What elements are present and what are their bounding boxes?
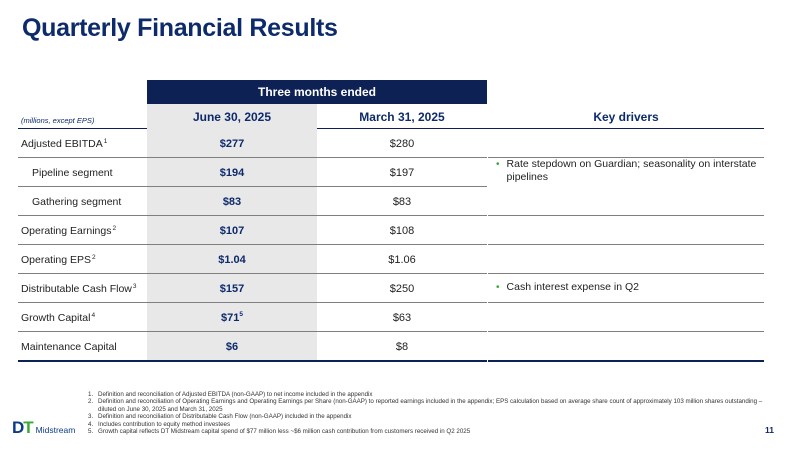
key-driver-item: • Rate stepdown on Guardian; seasonality… bbox=[496, 158, 758, 184]
value-march-2025: $8 bbox=[395, 340, 409, 353]
row-divider bbox=[18, 186, 487, 187]
value-march-2025: $1.06 bbox=[388, 253, 416, 266]
table-row: Pipeline segment $194 $197 bbox=[18, 158, 764, 187]
row-divider bbox=[488, 157, 764, 158]
row-label: Maintenance Capital bbox=[21, 340, 117, 353]
value-june-2025: $71 5 bbox=[147, 303, 317, 332]
row-divider bbox=[488, 302, 764, 303]
page-title: Quarterly Financial Results bbox=[22, 14, 338, 42]
footnote: 5. Growth capital reflects DT Midstream c… bbox=[88, 428, 471, 436]
row-divider bbox=[488, 360, 764, 362]
value-june-2025: $83 bbox=[147, 187, 317, 216]
footnote: 2. Definition and reconciliation of Opera… bbox=[88, 398, 763, 413]
row-divider bbox=[18, 360, 487, 362]
units-label: (millions, except EPS) bbox=[21, 116, 95, 125]
row-divider bbox=[488, 331, 764, 332]
table-row: Distributable Cash Flow 3 $157 $250 bbox=[18, 274, 764, 303]
value-march-2025: $108 bbox=[389, 224, 415, 237]
column-header-key-drivers: Key drivers bbox=[593, 109, 659, 124]
row-divider bbox=[488, 244, 764, 245]
value-march-2025: $63 bbox=[392, 311, 412, 324]
row-label: Operating EPS 2 bbox=[21, 253, 96, 266]
row-label: Adjusted EBITDA 1 bbox=[21, 137, 108, 150]
value-june-2025: $6 bbox=[147, 332, 317, 361]
row-divider bbox=[488, 273, 764, 274]
key-driver-text: Rate stepdown on Guardian; seasonality o… bbox=[506, 158, 757, 183]
key-driver-text: Cash interest expense in Q2 bbox=[506, 281, 640, 293]
bullet-icon: • bbox=[496, 159, 500, 170]
row-divider bbox=[18, 331, 487, 332]
value-june-2025: $1.04 bbox=[147, 245, 317, 274]
row-label: Gathering segment bbox=[32, 195, 122, 208]
key-driver-item: • Cash interest expense in Q2 bbox=[496, 281, 758, 294]
table-row: Growth Capital 4 $71 5 $63 bbox=[18, 303, 764, 332]
row-label: Distributable Cash Flow 3 bbox=[21, 282, 137, 295]
dt-midstream-logo: DT Midstream bbox=[12, 419, 75, 436]
page-number: 11 bbox=[765, 425, 774, 435]
logo-mark: DT bbox=[12, 418, 34, 437]
column-header-row: (millions, except EPS) June 30, 2025 Mar… bbox=[18, 104, 764, 129]
row-label: Operating Earnings 2 bbox=[21, 224, 117, 237]
column-header-june: June 30, 2025 bbox=[147, 104, 317, 129]
bullet-icon: • bbox=[496, 282, 500, 293]
column-header-march: March 31, 2025 bbox=[359, 109, 445, 124]
logo-wordmark: Midstream bbox=[35, 425, 76, 435]
row-divider bbox=[488, 215, 764, 216]
footnote: 1. Definition and reconciliation of Adjus… bbox=[88, 391, 373, 398]
value-march-2025: $250 bbox=[389, 282, 415, 295]
row-label: Pipeline segment bbox=[32, 166, 113, 179]
table-row: Operating Earnings 2 $107 $108 bbox=[18, 216, 764, 245]
table-row: Adjusted EBITDA 1 $277 $280 bbox=[18, 129, 764, 158]
row-divider bbox=[18, 215, 487, 216]
value-june-2025: $277 bbox=[147, 129, 317, 158]
table-row: Operating EPS 2 $1.04 $1.06 bbox=[18, 245, 764, 274]
value-march-2025: $83 bbox=[392, 195, 412, 208]
table-row: Gathering segment $83 $83 bbox=[18, 187, 764, 216]
group-header: Three months ended bbox=[147, 80, 487, 104]
value-march-2025: $197 bbox=[389, 166, 415, 179]
value-june-2025: $107 bbox=[147, 216, 317, 245]
row-divider bbox=[18, 244, 487, 245]
row-divider bbox=[18, 273, 487, 274]
row-label: Growth Capital 4 bbox=[21, 311, 96, 324]
value-june-2025: $157 bbox=[147, 274, 317, 303]
row-divider bbox=[18, 157, 487, 158]
footnotes: 1. Definition and reconciliation of Adjus… bbox=[88, 391, 768, 435]
footnote: 4. Includes contribution to equity method… bbox=[88, 420, 231, 428]
value-march-2025: $280 bbox=[389, 137, 415, 150]
value-june-2025: $194 bbox=[147, 158, 317, 187]
table-row: Maintenance Capital $6 $8 bbox=[18, 332, 764, 361]
footnote: 3. Definition and reconciliation of Distr… bbox=[88, 413, 352, 421]
row-divider bbox=[18, 302, 487, 303]
